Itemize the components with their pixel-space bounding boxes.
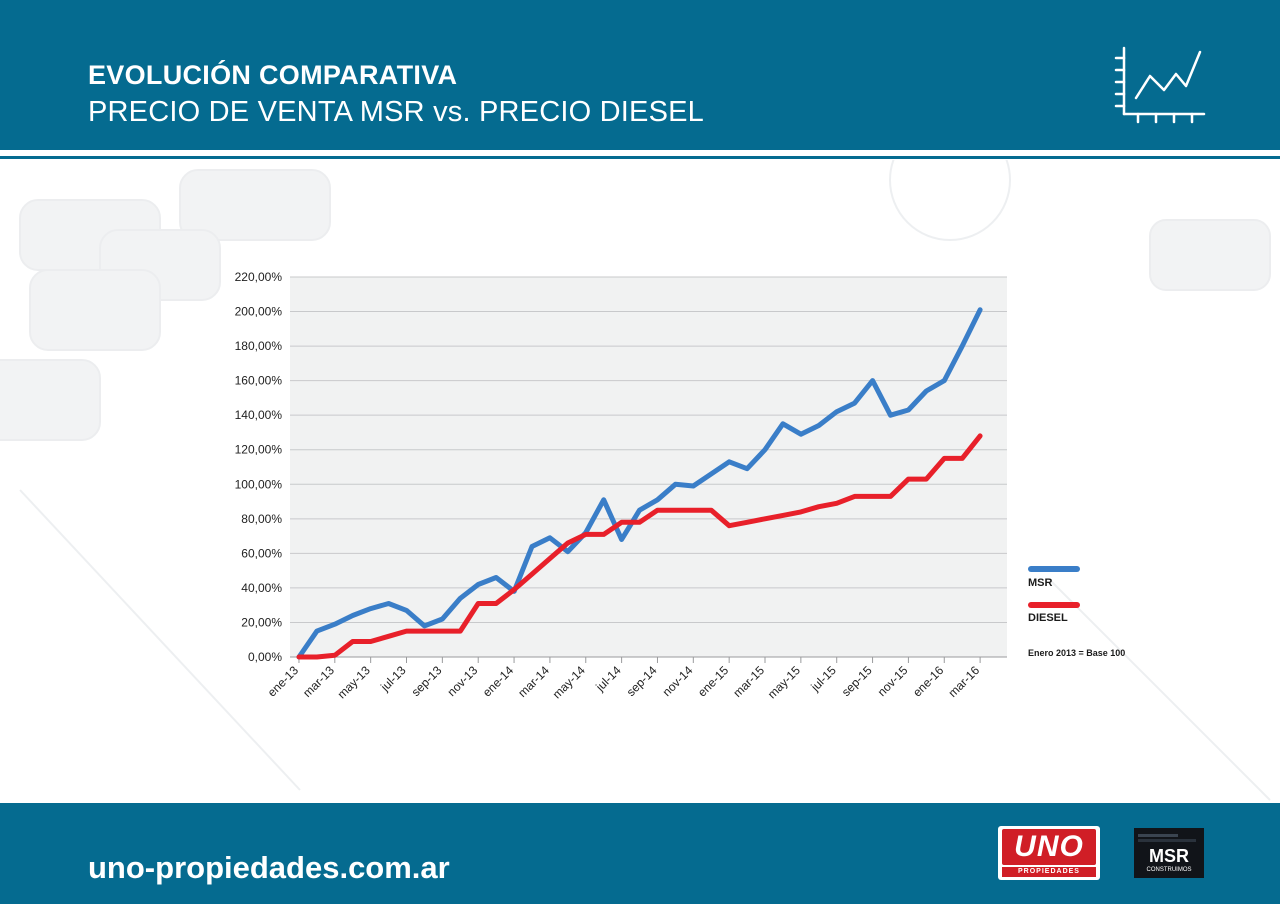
x-tick-label: ene-16 xyxy=(910,663,947,700)
x-tick-label: sep-14 xyxy=(624,663,660,699)
y-tick-label: 0,00% xyxy=(248,650,282,664)
msr-logo: MSR CONSTRUIMOS xyxy=(1134,828,1204,878)
msr-logo-subtext: CONSTRUIMOS xyxy=(1146,867,1192,873)
page-title: EVOLUCIÓN COMPARATIVA xyxy=(88,60,458,90)
legend-swatch-diesel xyxy=(1028,602,1080,608)
msr-logo-bar xyxy=(1138,839,1196,842)
x-tick-label: nov-14 xyxy=(660,663,696,699)
series-line-diesel xyxy=(296,433,983,660)
background-decoration xyxy=(0,160,1271,801)
x-tick-label: sep-13 xyxy=(409,663,445,699)
y-tick-label: 100,00% xyxy=(235,477,283,491)
uno-logo-subtext: PROPIEDADES xyxy=(1002,867,1096,877)
y-tick-label: 140,00% xyxy=(235,408,283,422)
msr-logo-text: MSR xyxy=(1149,846,1189,866)
y-tick-label: 60,00% xyxy=(241,546,282,560)
uno-logo-text: UNO xyxy=(1002,829,1096,865)
y-tick-label: 180,00% xyxy=(235,339,283,353)
y-tick-label: 200,00% xyxy=(235,305,283,319)
legend-label-diesel: DIESEL xyxy=(1028,612,1068,624)
y-tick-label: 220,00% xyxy=(235,270,283,284)
uno-propiedades-logo: UNO PROPIEDADES xyxy=(998,826,1100,880)
x-tick-label: mar-16 xyxy=(945,663,982,700)
x-tick-label: nov-13 xyxy=(444,663,480,699)
line-chart-icon xyxy=(1114,46,1206,124)
y-tick-label: 80,00% xyxy=(241,512,282,526)
x-tick-label: may-14 xyxy=(550,663,588,701)
plot-area xyxy=(290,277,1007,657)
y-tick-label: 20,00% xyxy=(241,615,282,629)
x-tick-label: sep-15 xyxy=(839,663,875,699)
x-tick-label: mar-14 xyxy=(515,663,552,700)
base-note: Enero 2013 = Base 100 xyxy=(1028,648,1126,658)
x-tick-label: mar-13 xyxy=(300,663,337,700)
x-tick-label: may-15 xyxy=(765,663,803,701)
header-divider xyxy=(0,156,1280,159)
x-tick-label: jul-13 xyxy=(377,663,409,695)
y-tick-label: 120,00% xyxy=(235,443,283,457)
series-line-msr xyxy=(296,307,983,660)
legend-label-msr: MSR xyxy=(1028,577,1053,589)
x-tick-label: may-13 xyxy=(335,663,373,701)
y-tick-label: 40,00% xyxy=(241,581,282,595)
x-tick-label: ene-13 xyxy=(265,663,302,700)
y-tick-label: 160,00% xyxy=(235,374,283,388)
x-tick-label: jul-14 xyxy=(592,663,624,695)
x-tick-label: ene-14 xyxy=(480,663,517,700)
website-link[interactable]: uno-propiedades.com.ar xyxy=(88,850,450,885)
line-chart: 0,00% 20,00% 40,00% 60,00% 80,00% 100,00% 120,… xyxy=(235,270,1007,701)
x-tick-label: jul-15 xyxy=(807,663,839,695)
header-bar xyxy=(0,0,1280,150)
x-tick-label: mar-15 xyxy=(730,663,767,700)
x-tick-label: nov-15 xyxy=(875,663,911,699)
x-tick-label: ene-15 xyxy=(695,663,732,700)
msr-logo-bar xyxy=(1138,834,1178,837)
page-subtitle: PRECIO DE VENTA MSR vs. PRECIO DIESEL xyxy=(88,96,704,128)
legend-swatch-msr xyxy=(1028,566,1080,572)
